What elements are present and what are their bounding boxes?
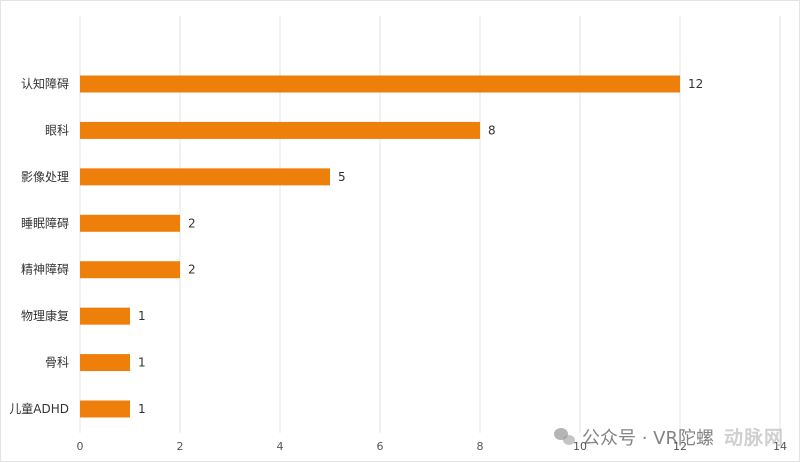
data-label: 1 xyxy=(138,309,146,323)
category-label: 物理康复 xyxy=(21,308,69,323)
data-label: 1 xyxy=(138,402,146,416)
x-tick-label: 2 xyxy=(177,440,184,453)
x-tick-label: 0 xyxy=(77,440,84,453)
data-label: 5 xyxy=(338,170,346,184)
x-tick-label: 4 xyxy=(277,440,284,453)
bar xyxy=(80,401,130,418)
watermark: 公众号 · VR陀螺 动脉网 xyxy=(554,423,784,450)
bar xyxy=(80,354,130,371)
bar xyxy=(80,168,330,185)
category-label: 认知障碍 xyxy=(21,76,69,91)
watermark-text: 公众号 · VR陀螺 xyxy=(582,424,714,450)
data-label: 2 xyxy=(188,216,196,230)
category-label: 儿童ADHD xyxy=(9,401,69,416)
bar xyxy=(80,76,680,93)
category-label: 骨科 xyxy=(45,356,69,370)
x-tick-label: 8 xyxy=(477,440,484,453)
data-label: 1 xyxy=(138,356,146,370)
x-tick-label: 6 xyxy=(377,440,384,453)
data-label: 8 xyxy=(488,123,496,137)
category-label: 影像处理 xyxy=(21,170,69,184)
bar xyxy=(80,215,180,232)
category-label: 精神障碍 xyxy=(21,262,69,277)
data-label: 12 xyxy=(688,77,703,91)
bar xyxy=(80,122,480,139)
watermark-logo-text: 动脉网 xyxy=(724,423,784,450)
category-label: 睡眠障碍 xyxy=(21,215,69,230)
data-label: 2 xyxy=(188,263,196,277)
wechat-icon xyxy=(554,428,576,446)
bar xyxy=(80,261,180,278)
category-label: 眼科 xyxy=(45,123,69,137)
bar xyxy=(80,308,130,325)
